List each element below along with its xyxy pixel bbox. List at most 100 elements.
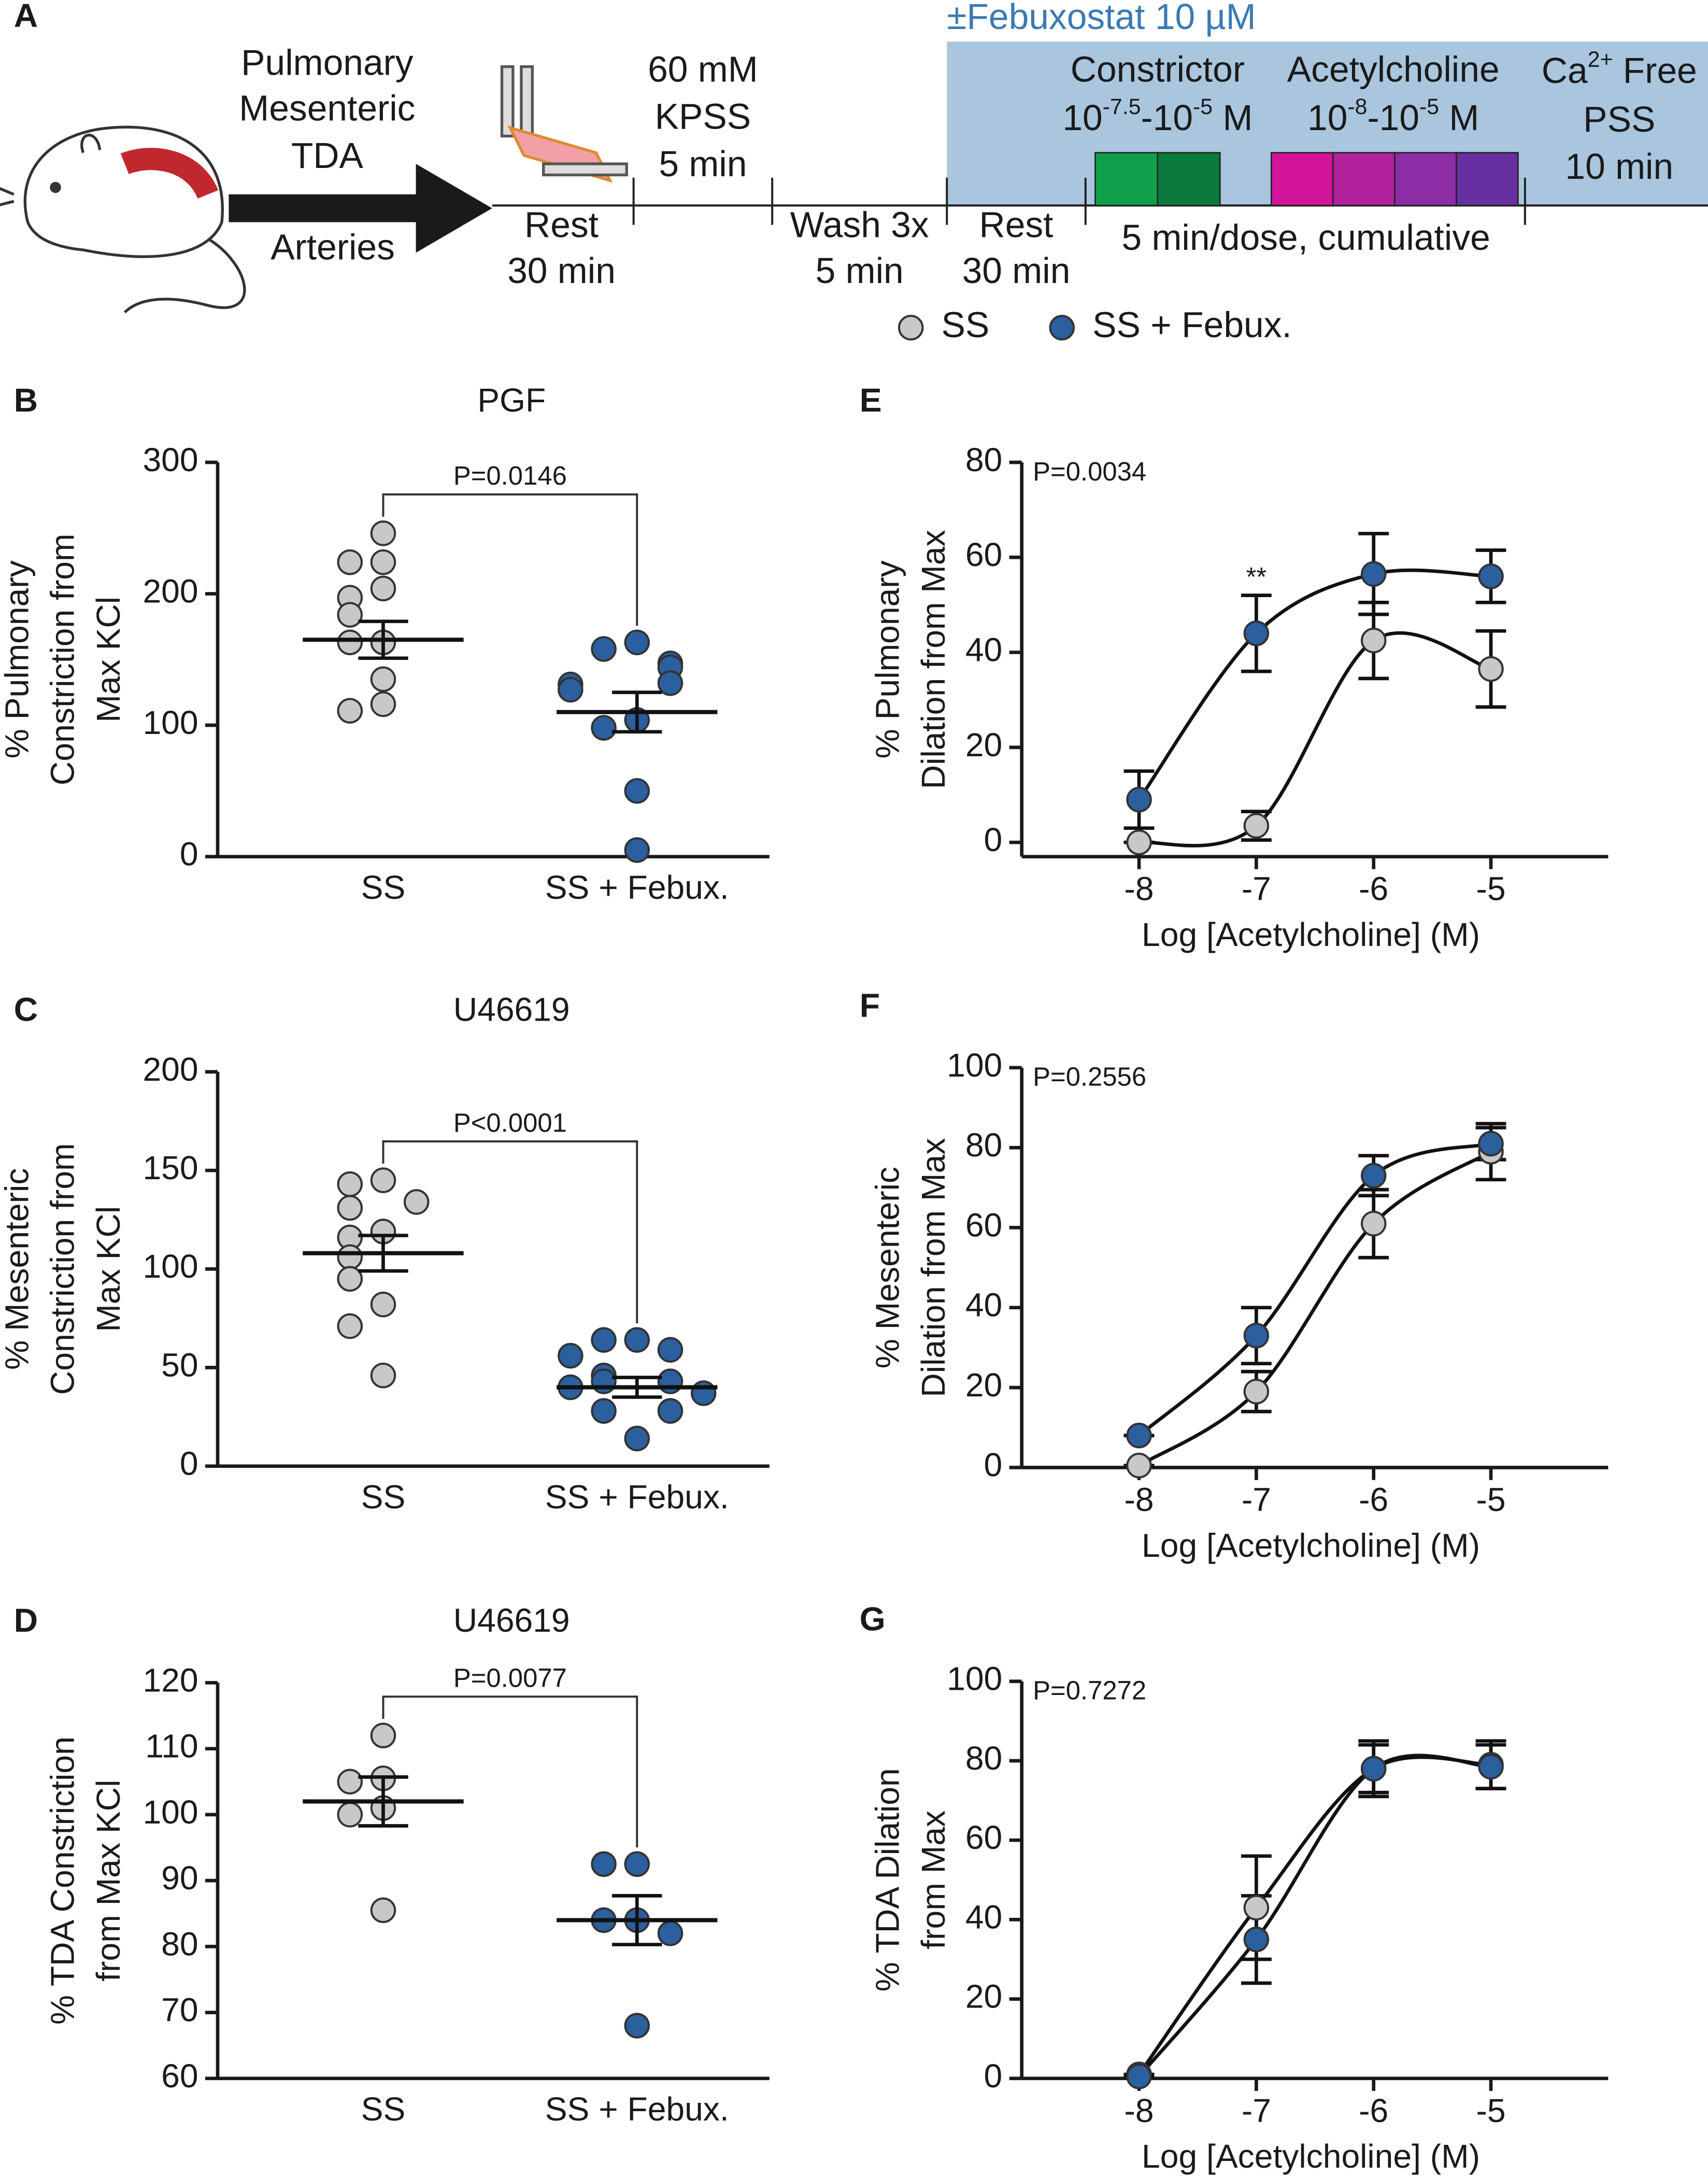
x-tick-label: SS <box>361 2090 406 2128</box>
y-axis-label: from Max KCl <box>90 1779 127 1981</box>
y-tick-label: 120 <box>143 1661 198 1699</box>
y-tick-label: 90 <box>161 1859 198 1897</box>
data-point <box>690 1380 717 1406</box>
step-label: 5 min <box>816 250 904 291</box>
x-tick-label: -6 <box>1359 870 1388 908</box>
y-tick-label: 80 <box>965 1126 1002 1164</box>
text-part: Ca <box>1542 50 1588 91</box>
step-label: 10-7.5-10-5 M <box>1062 94 1252 138</box>
y-tick-label: 300 <box>143 441 198 478</box>
mouse-icon <box>0 125 246 314</box>
y-tick-label: 60 <box>965 536 1002 573</box>
y-tick-label: 20 <box>965 1978 1002 2015</box>
panel-letter: F <box>860 987 880 1024</box>
data-point <box>337 629 363 656</box>
x-tick-label: -7 <box>1242 2092 1271 2129</box>
x-tick-label: SS <box>361 1478 406 1516</box>
text-part: M <box>1213 97 1252 138</box>
y-tick-label: 40 <box>965 631 1002 669</box>
y-tick-label: 0 <box>180 1445 198 1482</box>
data-point <box>591 1368 617 1394</box>
step-label: 10-8-10-5 M <box>1307 94 1479 138</box>
fit-curve <box>1137 1754 1491 2078</box>
data-point <box>370 1362 396 1389</box>
data-point <box>337 1802 363 1828</box>
data-point <box>337 1195 363 1221</box>
y-tick-label: 20 <box>965 1366 1002 1404</box>
text-part: -10 <box>1141 97 1193 138</box>
data-point <box>370 1897 396 1924</box>
y-axis-label: Dilation from Max <box>915 1138 952 1397</box>
data-point <box>370 1722 396 1748</box>
data-point <box>1360 627 1387 654</box>
step-label: Acetylcholine <box>1287 49 1500 90</box>
dose-boxes <box>1094 152 1519 206</box>
chart-title: PGF <box>477 381 546 419</box>
fit-curve <box>1137 568 1491 801</box>
x-tick-label: -6 <box>1359 1481 1388 1518</box>
p-value: P=0.0146 <box>453 461 567 490</box>
legend-label: SS + Febux. <box>1092 305 1292 345</box>
p-value: P=0.0077 <box>453 1663 567 1692</box>
y-tick-label: 60 <box>161 2057 198 2095</box>
data-point <box>337 698 363 724</box>
data-point <box>624 837 650 863</box>
y-axis-label: % Mesenteric <box>0 1168 35 1370</box>
data-point <box>591 1398 617 1424</box>
data-point <box>370 691 396 717</box>
y-tick-label: 20 <box>965 726 1002 764</box>
data-point <box>1243 1322 1270 1349</box>
y-tick-label: 200 <box>143 1051 198 1088</box>
y-tick-label: 50 <box>161 1346 198 1383</box>
step-label: Wash 3x <box>790 205 929 245</box>
data-point <box>1126 786 1152 813</box>
x-tick-label: -8 <box>1125 2092 1154 2129</box>
significance-bracket <box>382 1695 638 1848</box>
p-value: P=0.2556 <box>1033 1062 1146 1092</box>
text-part: Free <box>1613 50 1697 91</box>
data-point <box>1243 813 1270 839</box>
panel-letter: A <box>14 0 38 34</box>
y-axis-label: Dilation from Max <box>915 530 952 789</box>
data-point <box>657 1920 684 1946</box>
data-point <box>1243 620 1270 646</box>
x-tick-label: -6 <box>1359 2092 1388 2129</box>
data-point <box>337 1769 363 1795</box>
significance-bracket <box>382 493 638 626</box>
y-tick-label: 60 <box>965 1819 1002 1856</box>
data-point <box>591 715 617 741</box>
y-axis-label: % TDA Constriction <box>44 1736 81 2025</box>
x-tick-label: -8 <box>1125 1481 1154 1518</box>
data-point <box>1478 563 1504 589</box>
y-tick-label: 150 <box>143 1149 198 1186</box>
data-point <box>591 1327 617 1353</box>
data-point <box>1360 1210 1387 1237</box>
y-tick-label: 80 <box>965 1740 1002 1777</box>
panel-letter: G <box>860 1601 886 1638</box>
x-tick-label: -5 <box>1476 1481 1505 1518</box>
step-label: Rest <box>979 205 1054 245</box>
data-point <box>1478 1754 1504 1780</box>
chart-title: U46619 <box>453 1602 570 1639</box>
text-part: M <box>1439 97 1479 138</box>
artery-label: Arteries <box>271 227 395 267</box>
data-point <box>624 1425 650 1452</box>
data-point <box>558 1342 583 1369</box>
data-point <box>624 629 650 656</box>
y-tick-label: 80 <box>161 1925 198 1962</box>
data-point <box>337 549 363 575</box>
data-point <box>337 1171 363 1197</box>
y-tick-label: 0 <box>984 1446 1003 1483</box>
data-point <box>624 2013 650 2039</box>
y-tick-label: 200 <box>143 572 198 610</box>
y-axis-label: Constriction from <box>44 1143 81 1395</box>
text-part: 10 <box>1307 97 1347 138</box>
y-tick-label: 100 <box>947 1660 1002 1698</box>
x-tick-label: -7 <box>1242 1481 1271 1518</box>
data-point <box>1126 1452 1152 1479</box>
x-tick-label: SS + Febux. <box>545 2090 729 2128</box>
panel-letter: E <box>860 381 882 419</box>
data-point <box>370 1167 396 1193</box>
step-label: Ca2+ Free <box>1542 47 1697 91</box>
